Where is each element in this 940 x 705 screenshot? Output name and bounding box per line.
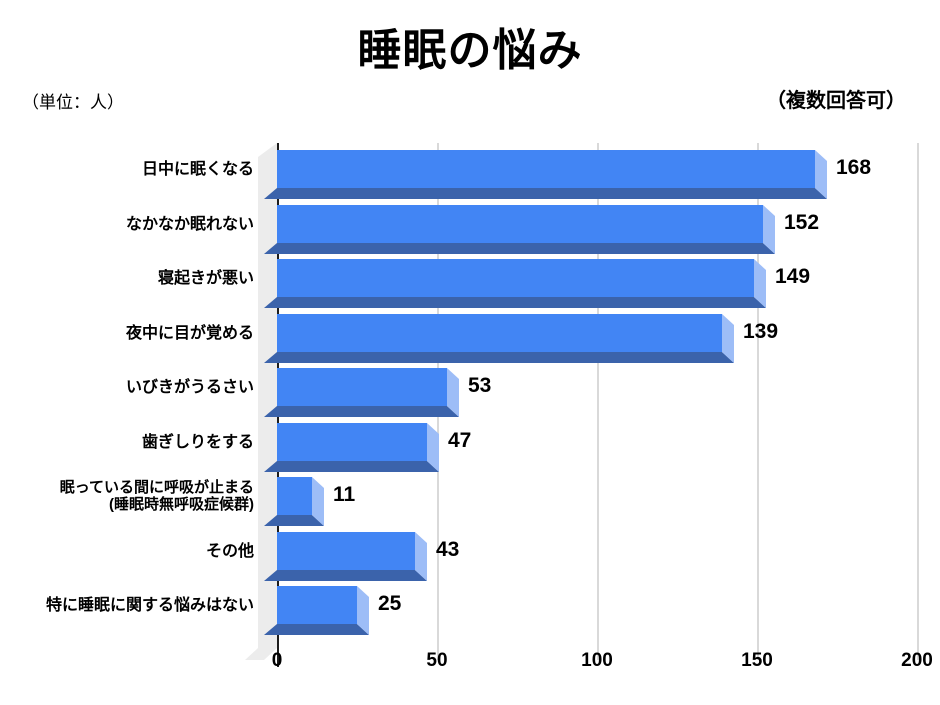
bar-row: その他 43 [0, 532, 940, 586]
bar-value-label: 47 [448, 429, 472, 452]
bar-end-cap [427, 423, 439, 472]
multiple-answers-note: （複数回答可） [766, 90, 906, 112]
bar-bottom-face [264, 243, 775, 254]
bar-row: なかなか眠れない 152 [0, 205, 940, 259]
x-tick-label: 150 [741, 650, 773, 671]
unit-note: （単位：人） [22, 93, 124, 112]
bar-bottom-face [264, 297, 766, 308]
bar-row: 眠っている間に呼吸が止まる (睡眠時無呼吸症候群) 11 [0, 477, 940, 531]
bar-category-label: 寝起きが悪い [157, 269, 254, 287]
bar-bottom-face [264, 515, 324, 526]
gridline [917, 143, 919, 660]
bar-category-label: その他 [205, 542, 254, 560]
bar-bottom-face [264, 188, 827, 199]
bar-bottom-face [264, 352, 734, 363]
bar-value-label: 11 [333, 483, 356, 506]
bar-row: 寝起きが悪い 149 [0, 259, 940, 313]
bar-bottom-face [264, 570, 427, 581]
bar-end-cap [722, 314, 734, 363]
bar-category-label: 特に睡眠に関する悩みはない [45, 596, 254, 614]
bar-value-label: 152 [784, 211, 820, 234]
bar-end-cap [312, 477, 324, 526]
bar-row: 日中に眠くなる 168 [0, 150, 940, 204]
bar-category-label: いびきがうるさい [125, 378, 254, 396]
bar-value-label: 43 [436, 538, 460, 561]
bar-front-face [277, 205, 763, 243]
bar-end-cap [815, 150, 827, 199]
bar-row: 夜中に目が覚める 139 [0, 314, 940, 368]
bar-row: 歯ぎしりをする 47 [0, 423, 940, 477]
gridline [757, 143, 759, 660]
bar-front-face [277, 314, 722, 352]
bar-value-label: 53 [468, 374, 492, 397]
bar-row: 特に睡眠に関する悩みはない 25 [0, 586, 940, 640]
bar-end-cap [754, 259, 766, 308]
bar-row: いびきがうるさい 53 [0, 368, 940, 422]
bar-value-label: 139 [743, 320, 779, 343]
bar-front-face [277, 150, 815, 188]
x-tick-label: 100 [581, 650, 613, 671]
bar-end-cap [415, 532, 427, 581]
bar-value-label: 25 [378, 592, 402, 615]
bar-front-face [277, 259, 754, 297]
bar-category-label: 歯ぎしりをする [141, 433, 254, 451]
x-tick-label: 0 [271, 650, 283, 671]
bar-end-cap [763, 205, 775, 254]
bar-end-cap [447, 368, 459, 417]
bar-value-label: 149 [775, 265, 811, 288]
bar-end-cap [357, 586, 369, 635]
bar-category-label: なかなか眠れない [125, 215, 254, 233]
chart-title: 睡眠の悩み [357, 26, 583, 75]
bar-front-face [277, 423, 427, 461]
x-tick-label: 50 [426, 650, 448, 671]
bar-category-label: 日中に眠くなる [141, 160, 254, 178]
bar-bottom-face [264, 624, 369, 635]
bar-bottom-face [264, 461, 439, 472]
bar-category-label: 眠っている間に呼吸が止まる (睡眠時無呼吸症候群) [59, 479, 254, 513]
bar-front-face [277, 368, 447, 406]
bar-category-label: 夜中に目が覚める [125, 324, 254, 342]
bar-front-face [277, 477, 312, 515]
bar-front-face [277, 586, 357, 624]
x-tick-label: 200 [901, 650, 933, 671]
bar-value-label: 168 [836, 156, 872, 179]
bar-front-face [277, 532, 415, 570]
bar-bottom-face [264, 406, 459, 417]
gridline [597, 143, 599, 660]
